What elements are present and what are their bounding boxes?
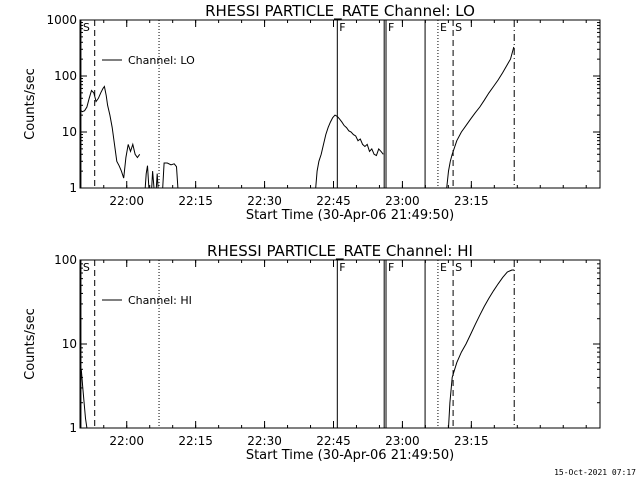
lo-y-tick-label: 100 xyxy=(54,69,77,83)
lo-y-axis-label: Counts/sec xyxy=(23,68,38,140)
lo-channel-panel: RHESSI PARTICLE_RATE Channel: LO 1 10 100 10… xyxy=(23,2,601,223)
lo-rate-line-segment xyxy=(144,165,150,188)
lo-y-tick-label: 1000 xyxy=(46,13,77,27)
hi-x-tick-label: 23:00 xyxy=(385,434,420,448)
lo-event-marker-label: S xyxy=(455,21,462,34)
lo-rate-line-segment xyxy=(446,46,515,188)
hi-event-marker-label: E xyxy=(440,261,447,274)
hi-event-marker-label: S xyxy=(83,261,90,274)
lo-chart-title: RHESSI PARTICLE_RATE Channel: LO xyxy=(205,2,475,21)
lo-rate-line-segment xyxy=(315,114,384,188)
lo-rate-line-segment xyxy=(155,173,159,188)
lo-event-marker-label: E xyxy=(440,21,447,34)
hi-x-axis-label: Start Time (30-Apr-06 21:49:50) xyxy=(246,448,454,463)
hi-x-tick-label: 22:15 xyxy=(178,434,213,448)
lo-plot-frame xyxy=(79,19,601,189)
lo-rate-line-segment xyxy=(162,162,179,188)
lo-rate-line-segment xyxy=(151,171,155,188)
hi-rate-line-segment xyxy=(80,369,88,428)
lo-x-tick-label: 22:45 xyxy=(316,194,351,208)
lo-event-marker-label: F xyxy=(339,21,345,34)
lo-x-axis-label: Start Time (30-Apr-06 21:49:50) xyxy=(246,208,454,223)
hi-chart-title: RHESSI PARTICLE_RATE Channel: HI xyxy=(207,242,473,261)
lo-x-tick-label: 23:15 xyxy=(454,194,489,208)
hi-x-tick-label: 23:15 xyxy=(454,434,489,448)
hi-rate-line-segment xyxy=(448,269,515,428)
hi-event-marker-label: S xyxy=(455,261,462,274)
hi-legend-label: Channel: HI xyxy=(128,294,192,307)
hi-plot-frame xyxy=(79,259,601,429)
hi-y-tick-label: 100 xyxy=(54,253,77,267)
lo-y-tick-label: 10 xyxy=(62,125,77,139)
lo-rate-line-segment xyxy=(80,85,141,179)
hi-y-tick-label: 1 xyxy=(69,421,77,435)
hi-y-axis-label: Counts/sec xyxy=(23,308,38,380)
hi-channel-panel: RHESSI PARTICLE_RATE Channel: HI 1 10 100 22… xyxy=(23,242,601,463)
hi-event-marker-label: F xyxy=(388,261,394,274)
lo-x-tick-label: 22:15 xyxy=(178,194,213,208)
lo-y-tick-label: 1 xyxy=(69,181,77,195)
lo-x-tick-label: 22:30 xyxy=(247,194,282,208)
lo-x-tick-label: 23:00 xyxy=(385,194,420,208)
lo-event-marker-label: F xyxy=(388,21,394,34)
lo-x-tick-label: 22:00 xyxy=(109,194,144,208)
footer-timestamp: 15-Oct-2021 07:17 xyxy=(554,468,636,477)
hi-x-tick-label: 22:30 xyxy=(247,434,282,448)
hi-y-tick-label: 10 xyxy=(62,337,77,351)
hi-event-marker-label: F xyxy=(339,261,345,274)
hi-x-tick-label: 22:00 xyxy=(109,434,144,448)
hi-x-tick-label: 22:45 xyxy=(316,434,351,448)
lo-event-marker-label: S xyxy=(83,21,90,34)
lo-legend-label: Channel: LO xyxy=(128,54,195,67)
